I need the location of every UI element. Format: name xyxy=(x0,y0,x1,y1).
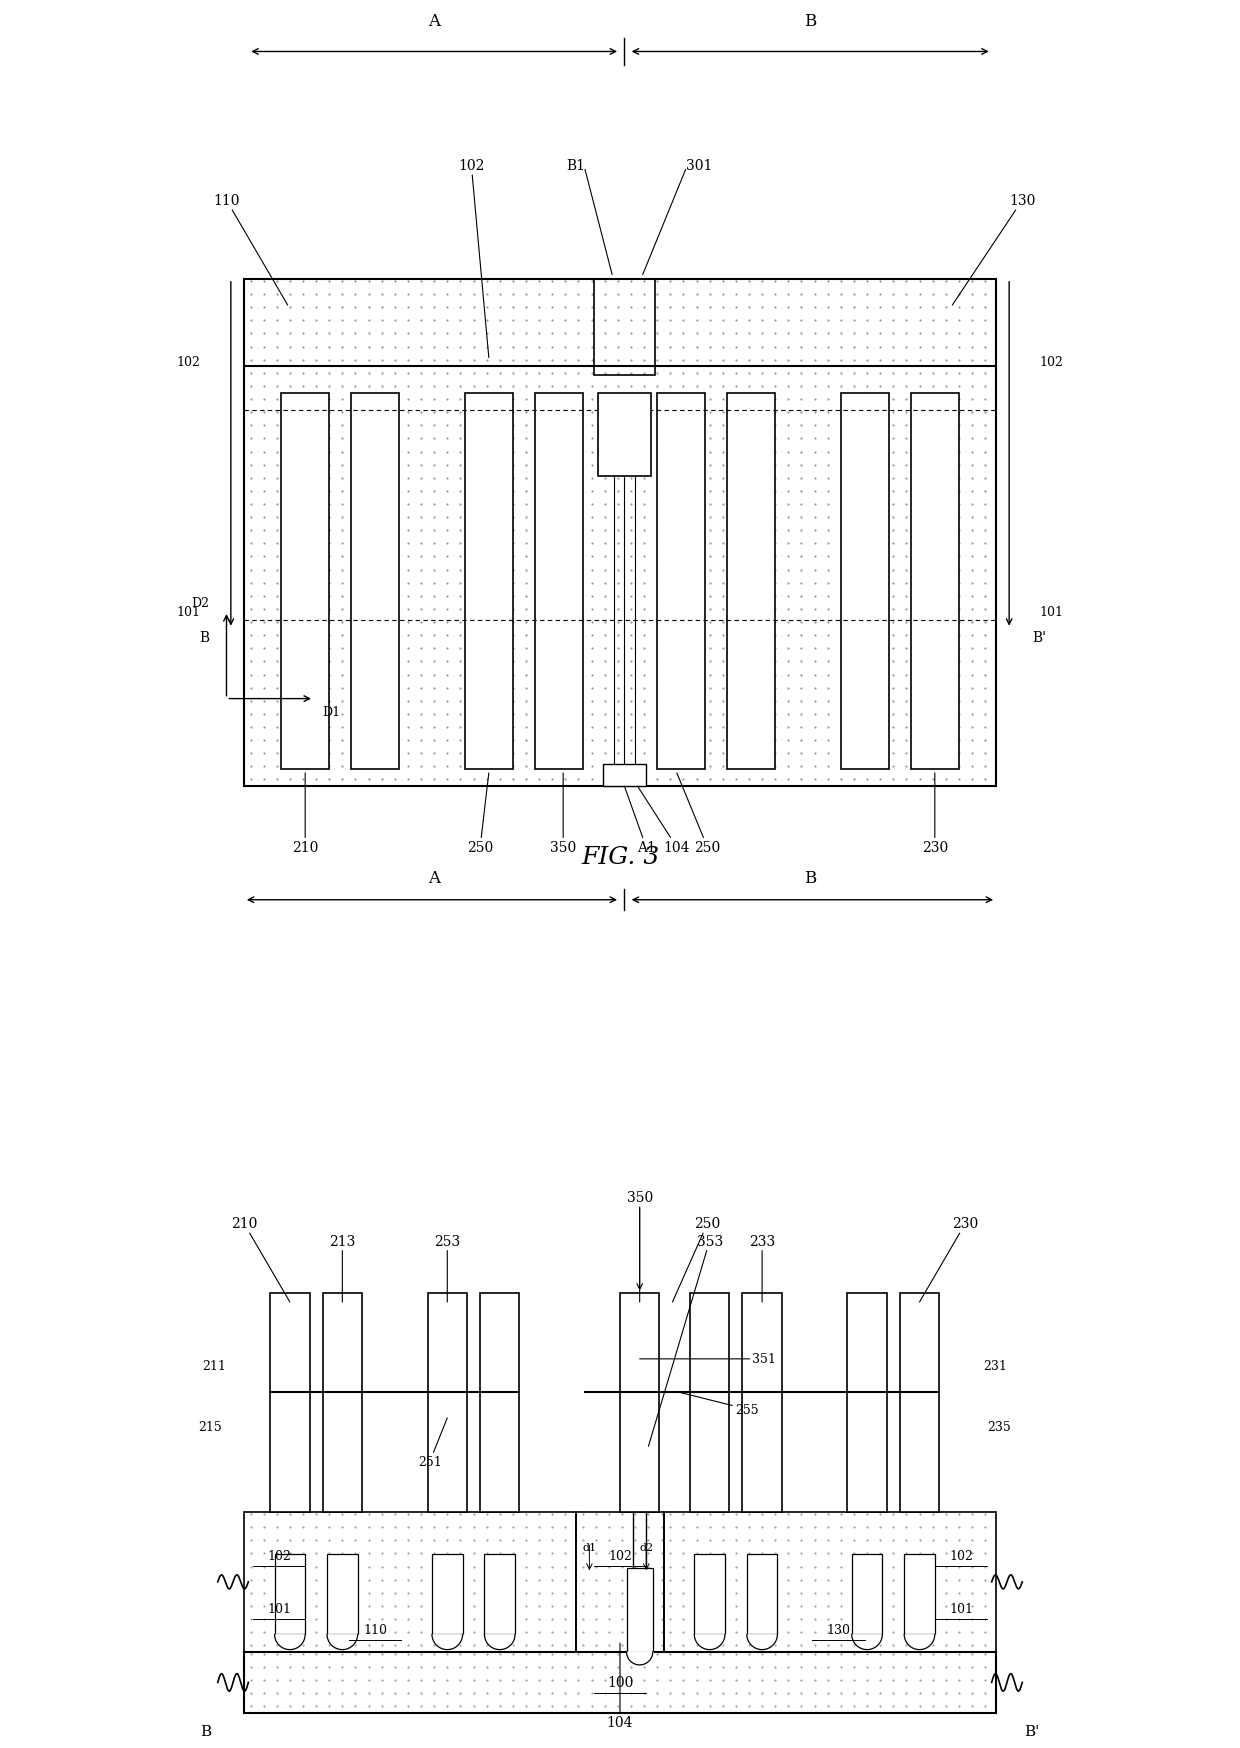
Text: 100: 100 xyxy=(606,1675,634,1690)
Bar xyxy=(281,393,330,769)
Text: 350: 350 xyxy=(626,1190,652,1302)
Bar xyxy=(327,1554,357,1634)
Bar xyxy=(743,1294,781,1512)
Bar xyxy=(428,1294,467,1512)
Text: 250: 250 xyxy=(677,773,720,855)
Text: A: A xyxy=(428,14,440,30)
Bar xyxy=(270,1294,310,1512)
Text: 104: 104 xyxy=(606,1643,634,1729)
Bar xyxy=(534,393,583,769)
Text: 102: 102 xyxy=(1040,357,1064,369)
Text: 301: 301 xyxy=(686,159,712,173)
Bar xyxy=(351,393,399,769)
Text: B: B xyxy=(804,14,816,30)
Text: 231: 231 xyxy=(983,1360,1007,1372)
Text: 251: 251 xyxy=(418,1418,448,1468)
Text: 101: 101 xyxy=(176,605,200,619)
Text: 215: 215 xyxy=(198,1421,222,1433)
Bar xyxy=(841,393,889,769)
Text: B': B' xyxy=(1033,631,1047,645)
Text: 102: 102 xyxy=(608,1549,632,1563)
Bar xyxy=(626,1568,652,1652)
Text: 210: 210 xyxy=(231,1217,290,1302)
Bar xyxy=(663,1512,996,1652)
Text: 101: 101 xyxy=(267,1601,291,1615)
Bar xyxy=(322,1294,362,1512)
Bar xyxy=(594,280,655,376)
Text: 213: 213 xyxy=(329,1234,356,1302)
Bar xyxy=(244,1512,577,1652)
Text: 101: 101 xyxy=(1040,605,1064,619)
Text: 211: 211 xyxy=(202,1360,227,1372)
Text: 230: 230 xyxy=(921,773,947,855)
Bar xyxy=(910,393,959,769)
Bar xyxy=(620,1294,660,1512)
Bar xyxy=(274,1554,305,1634)
Text: B: B xyxy=(804,871,816,886)
Bar xyxy=(852,1554,883,1634)
Bar xyxy=(689,1294,729,1512)
Text: 353: 353 xyxy=(649,1234,723,1447)
Text: 130: 130 xyxy=(827,1624,851,1636)
Bar xyxy=(847,1294,887,1512)
Text: 235: 235 xyxy=(987,1421,1011,1433)
Text: 102: 102 xyxy=(267,1549,291,1563)
Text: 130: 130 xyxy=(952,194,1035,306)
Text: 250: 250 xyxy=(467,773,494,855)
Text: 110: 110 xyxy=(363,1624,387,1636)
Bar xyxy=(657,393,706,769)
Bar xyxy=(244,1652,996,1713)
Bar xyxy=(727,393,775,769)
Bar xyxy=(746,1554,777,1634)
Bar xyxy=(244,280,996,787)
Text: 350: 350 xyxy=(551,773,577,855)
Text: 250: 250 xyxy=(672,1217,720,1302)
Text: B: B xyxy=(200,631,210,645)
Bar xyxy=(465,393,513,769)
Bar xyxy=(900,1294,939,1512)
Text: d2: d2 xyxy=(639,1542,653,1552)
Bar xyxy=(480,1294,520,1512)
Bar xyxy=(432,1554,463,1634)
Bar xyxy=(694,1554,725,1634)
Text: 253: 253 xyxy=(434,1234,460,1302)
Text: A: A xyxy=(428,871,440,886)
Text: 104: 104 xyxy=(637,787,691,855)
Text: B: B xyxy=(200,1724,211,1738)
Text: 351: 351 xyxy=(640,1353,776,1365)
Bar xyxy=(485,1554,515,1634)
Text: B': B' xyxy=(1024,1724,1040,1738)
Text: 102: 102 xyxy=(176,357,200,369)
Text: 230: 230 xyxy=(920,1217,978,1302)
Text: 210: 210 xyxy=(291,773,319,855)
Text: B1: B1 xyxy=(567,159,585,173)
Bar xyxy=(577,1512,663,1652)
Text: FIG. 3: FIG. 3 xyxy=(580,844,660,869)
Text: d1: d1 xyxy=(583,1542,596,1552)
Text: 233: 233 xyxy=(749,1234,775,1302)
Text: A1: A1 xyxy=(625,787,656,855)
Bar xyxy=(904,1554,935,1634)
Text: D1: D1 xyxy=(322,706,341,718)
Bar xyxy=(598,393,651,475)
Text: 101: 101 xyxy=(949,1601,973,1615)
Text: D2: D2 xyxy=(191,596,210,610)
Text: 102: 102 xyxy=(949,1549,973,1563)
Text: 255: 255 xyxy=(677,1391,759,1416)
Text: 102: 102 xyxy=(458,159,489,358)
Bar xyxy=(603,766,646,787)
Text: 110: 110 xyxy=(213,194,288,306)
